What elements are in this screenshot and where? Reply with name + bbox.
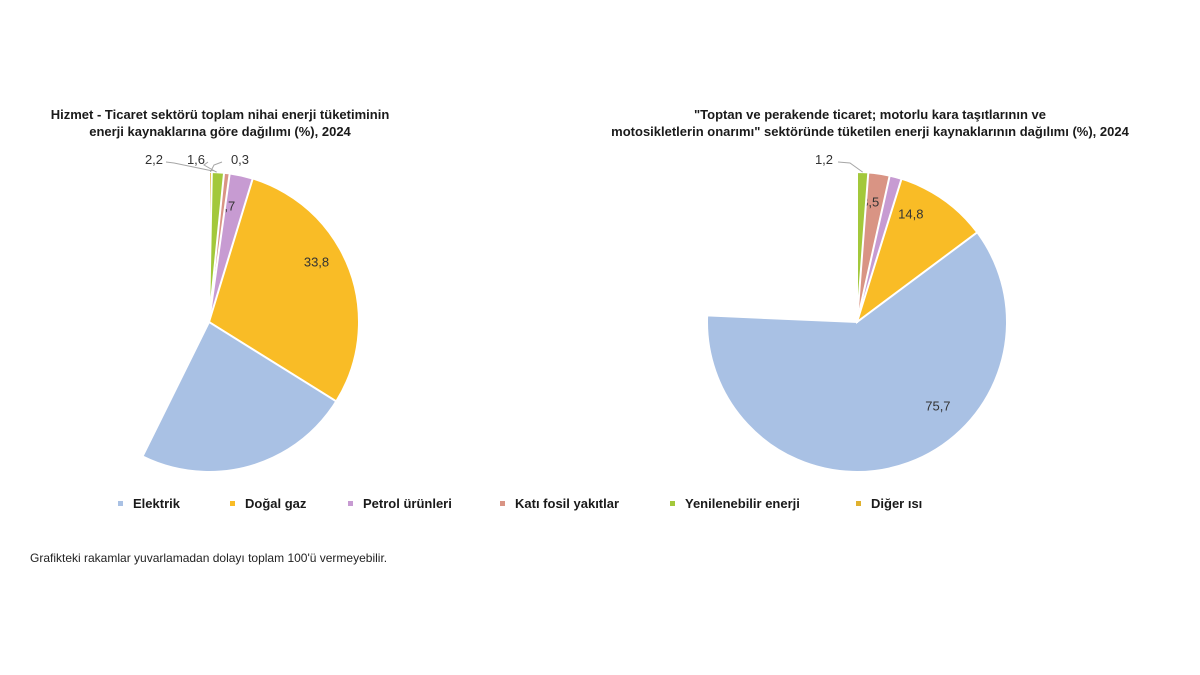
legend-item-kati-fosil-yakitlar: Katı fosil yakıtlar (500, 496, 619, 511)
pie-slice-diger-isi (208, 170, 213, 323)
leader-line (203, 161, 217, 173)
legend-label: Diğer ısı (871, 496, 923, 511)
legend-swatch (670, 501, 675, 506)
data-label-diger-isi: 0,3 (231, 152, 249, 167)
chart-title-right: "Toptan ve perakende ticaret; motorlu ka… (611, 107, 1129, 139)
legend-label: Yenilenebilir enerji (685, 496, 800, 511)
pie-chart-left: 57,233,84,72,21,60,3 (141, 152, 360, 473)
legend-item-petrol-urunleri: Petrol ürünleri (348, 496, 452, 511)
legend-label: Petrol ürünleri (363, 496, 452, 511)
leader-line (209, 161, 223, 173)
legend-label: Elektrik (133, 496, 180, 511)
legend-item-dogal-gaz: Doğal gaz (230, 496, 306, 511)
data-label-yenilenebilir-enerji: 1,6 (187, 152, 205, 167)
data-label-yenilenebilir-enerji: 1,2 (815, 152, 833, 167)
legend-label: Doğal gaz (245, 496, 307, 511)
legend-swatch (856, 501, 861, 506)
legend-item-elektrik: Elektrik (118, 496, 180, 511)
data-label-elektrik: 75,7 (925, 399, 950, 414)
pie-chart-right: 75,714,84,83,51,2 (706, 152, 1008, 473)
leader-line (837, 161, 863, 173)
legend-swatch (348, 501, 353, 506)
data-label-kati-fosil-yakitlar: 2,2 (145, 152, 163, 167)
legend-item-yenilenebilir-enerji: Yenilenebilir enerji (670, 496, 800, 511)
legend-swatch (230, 501, 235, 506)
chart-legend: Elektrik Doğal gaz Petrol ürünleri Katı … (118, 496, 1018, 518)
legend-item-diger-isi: Diğer ısı (856, 496, 922, 511)
legend-swatch (500, 501, 505, 506)
data-label-dogal-gaz: 33,8 (304, 254, 329, 269)
legend-swatch (118, 501, 123, 506)
data-label-dogal-gaz: 14,8 (898, 207, 923, 222)
chart-title-left: Hizmet - Ticaret sektörü toplam nihai en… (50, 107, 390, 139)
legend-label: Katı fosil yakıtlar (515, 496, 620, 511)
leader-line (165, 161, 220, 173)
footnote: Grafikteki rakamlar yuvarlamadan dolayı … (30, 551, 388, 565)
